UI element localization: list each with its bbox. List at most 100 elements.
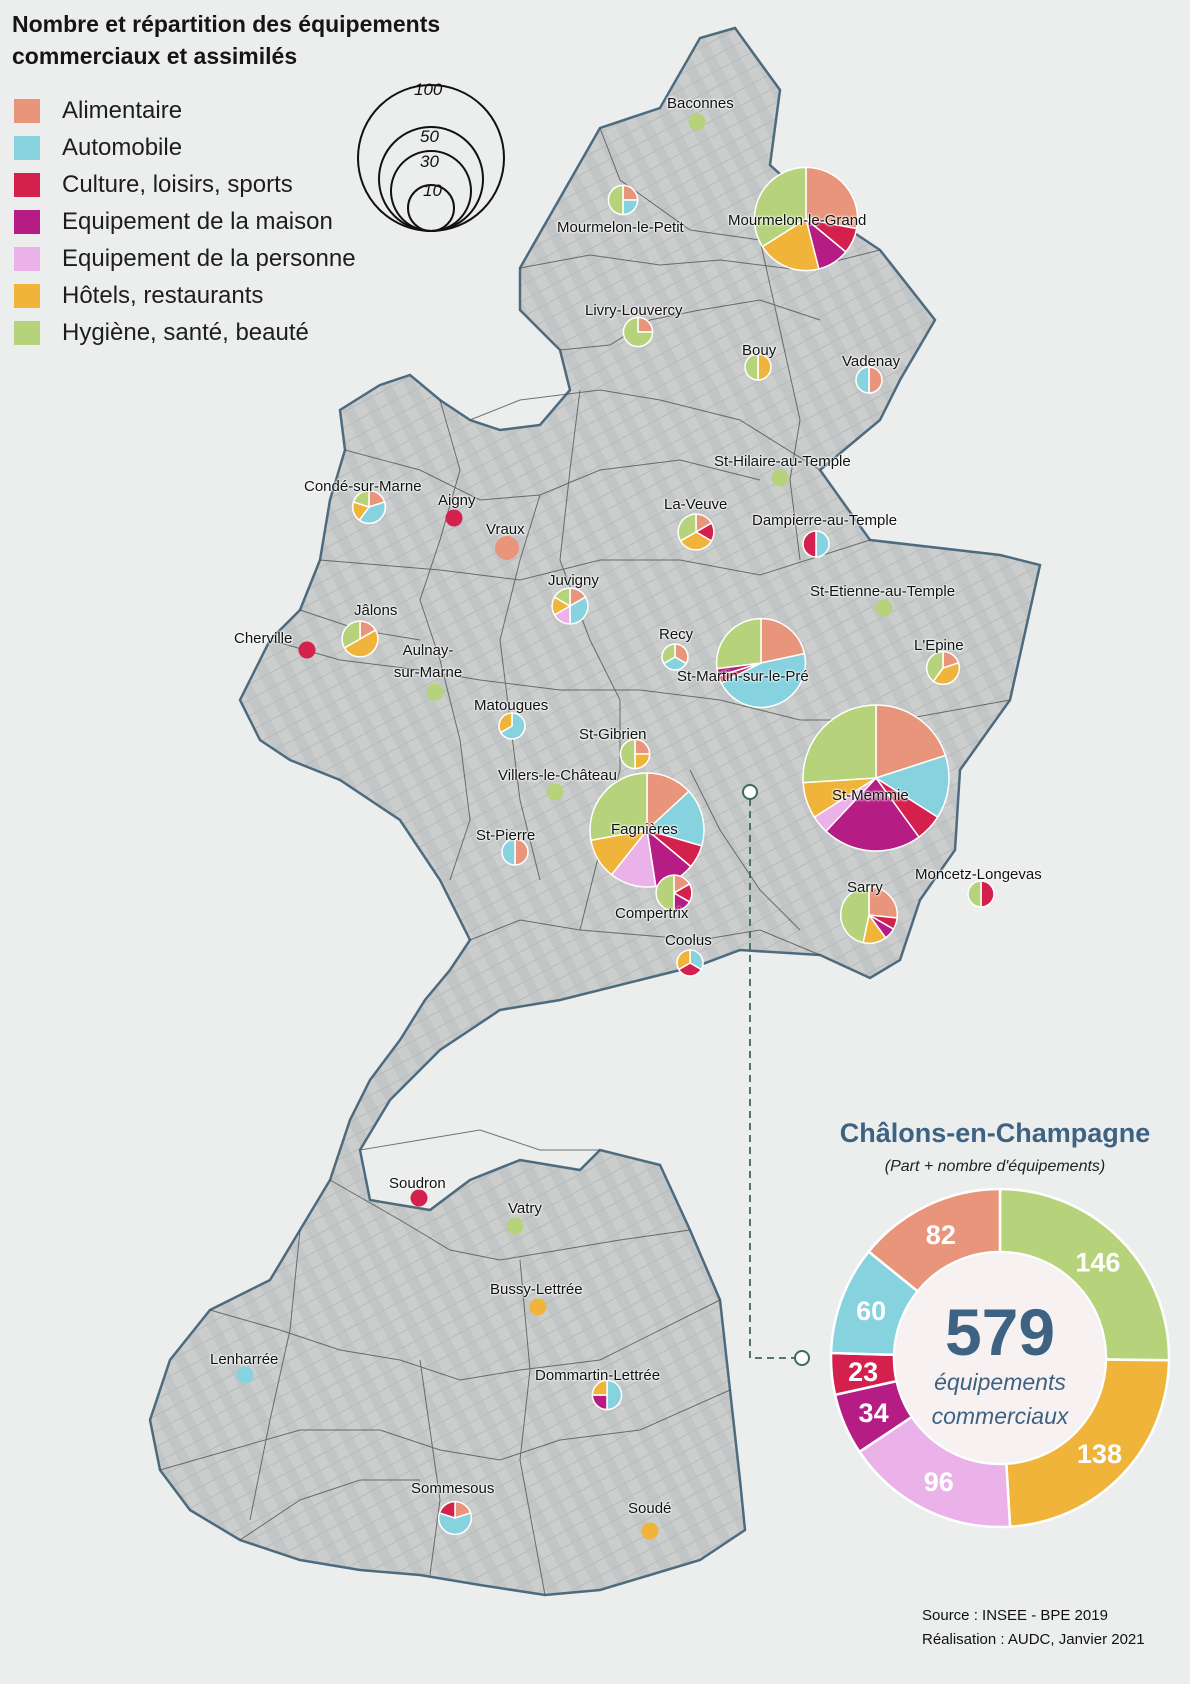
pie-slice-automobile: [499, 712, 526, 740]
pie-slice-hygiene: [967, 880, 982, 908]
place-label: Coolus: [665, 932, 712, 949]
place-label: Compertrix: [615, 905, 689, 922]
place-label: Sommesous: [411, 1480, 495, 1497]
legend-item-automobile: Automobile: [14, 129, 356, 166]
pie-slice-alimentaire: [514, 838, 529, 866]
pie-slice-automobile: [662, 656, 688, 671]
commune-dot: [426, 683, 444, 701]
donut-segment-alimentaire: [866, 1187, 1002, 1294]
pie-slice-hotels: [676, 949, 691, 971]
donut-caption: commerciaux: [932, 1403, 1070, 1429]
donut-value-label: 82: [926, 1220, 956, 1250]
donut-value-label: 60: [856, 1296, 886, 1326]
place-label: Recy: [659, 626, 694, 643]
pie-slice-hygiene: [341, 620, 361, 649]
pie-slice-hotels: [757, 353, 772, 381]
place-label: Aulnay-sur-Marne: [393, 642, 463, 681]
place-label: Aigny: [438, 492, 476, 509]
commune-dot: [688, 113, 706, 131]
place-label: Dommartin-Lettrée: [535, 1367, 661, 1384]
place-label: Condé-sur-Marne: [304, 478, 422, 495]
donut-value-label: 146: [1075, 1247, 1120, 1277]
legend-swatch: [14, 209, 40, 234]
source-line: Source : INSEE - BPE 2019: [922, 1607, 1108, 1624]
pie-slice-hygiene: [553, 587, 571, 608]
pie-slice-alimentaire: [805, 166, 859, 230]
place-label: Moncetz-Longevas: [915, 866, 1042, 883]
place-label: Vatry: [508, 1200, 542, 1217]
legend-label: Hôtels, restaurants: [62, 281, 264, 309]
place-label: Vraux: [486, 521, 525, 538]
legend-item-culture: Culture, loisirs, sports: [14, 166, 356, 203]
pie-slice-hygiene: [715, 617, 762, 670]
pie-slice-hygiene: [802, 704, 877, 784]
legend-item-hygiene: Hygiène, santé, beauté: [14, 314, 356, 351]
pie-slice-automobile: [606, 1379, 623, 1411]
pie-slice-automobile: [501, 838, 516, 866]
size-legend-30: 30: [420, 152, 439, 171]
category-legend: Alimentaire Automobile Culture, loisirs,…: [14, 92, 356, 351]
chalons-donut-anchor: [794, 1350, 810, 1366]
pie-slice-culture: [980, 880, 995, 908]
legend-label: Equipement de la personne: [62, 244, 356, 272]
place-label: Villers-le-Château: [498, 767, 617, 784]
pie-slice-hygiene: [655, 874, 675, 912]
size-legend-10: 10: [423, 181, 442, 200]
pie-slice-hygiene: [607, 184, 624, 216]
place-label: Jâlons: [354, 602, 398, 619]
place-label: Soudé: [628, 1500, 672, 1517]
donut-segment-hygiene: [998, 1187, 1171, 1362]
legend-swatch: [14, 98, 40, 123]
pie-slice-hotels: [932, 662, 961, 686]
legend-item-personne: Equipement de la personne: [14, 240, 356, 277]
legend-item-hotels: Hôtels, restaurants: [14, 277, 356, 314]
pie-slice-hygiene: [925, 650, 944, 683]
place-label: St-Hilaire-au-Temple: [714, 453, 851, 470]
chalons-subtitle: (Part + nombre d'équipements): [884, 1158, 1106, 1175]
place-label: St-Martin-sur-le-Pré: [677, 668, 809, 685]
legend-label: Alimentaire: [62, 96, 183, 124]
place-label: Lenharrée: [210, 1351, 279, 1368]
legend-swatch: [14, 172, 40, 197]
place-label: St-Gibrien: [579, 726, 647, 743]
donut-segment-hotels: [1004, 1358, 1171, 1529]
commune-dot: [875, 599, 893, 617]
map-title: Nombre et répartition des équipements co…: [12, 11, 441, 69]
pie-slice-automobile: [874, 754, 950, 819]
pie-slice-alimentaire: [868, 366, 883, 394]
place-label: Soudron: [389, 1175, 446, 1192]
pie-slice-culture: [802, 530, 817, 558]
pie-slice-hygiene: [622, 316, 654, 348]
chalons-title: Châlons-en-Champagne: [839, 1118, 1151, 1148]
place-label: Cherville: [234, 630, 293, 647]
place-label: Mourmelon-le-Petit: [557, 219, 684, 236]
legend-swatch: [14, 283, 40, 308]
place-label: Bouy: [742, 342, 777, 359]
place-label: Matougues: [474, 697, 549, 714]
place-label: L'Epine: [914, 637, 964, 654]
donut-total: 579: [945, 1295, 1055, 1369]
pie-slice-automobile: [358, 501, 387, 525]
pie-slice-hotels: [498, 712, 513, 734]
legend-label: Equipement de la maison: [62, 207, 333, 235]
place-label: Sarry: [847, 879, 883, 896]
pie-slice-hygiene: [744, 353, 759, 381]
pie-slice-automobile: [720, 652, 807, 709]
pie-slice-hygiene: [661, 643, 676, 665]
place-label: Livry-Louvercy: [585, 302, 683, 319]
legend-item-maison: Equipement de la maison: [14, 203, 356, 240]
pie-slice-alimentaire: [760, 617, 806, 664]
pie-slice-automobile: [815, 530, 830, 558]
pie-slice-hygiene: [753, 166, 807, 248]
legend-swatch: [14, 320, 40, 345]
pie-slice-hygiene: [677, 513, 697, 542]
commune-dot: [445, 509, 463, 527]
pie-slice-automobile: [437, 1512, 473, 1535]
donut-center: [896, 1254, 1104, 1462]
pie-slice-hotels: [591, 1379, 608, 1396]
place-label: La-Veuve: [664, 496, 728, 513]
place-label: St-Memmie: [832, 787, 909, 804]
commune-pies: [236, 113, 995, 1540]
commune-dot: [529, 1298, 547, 1316]
